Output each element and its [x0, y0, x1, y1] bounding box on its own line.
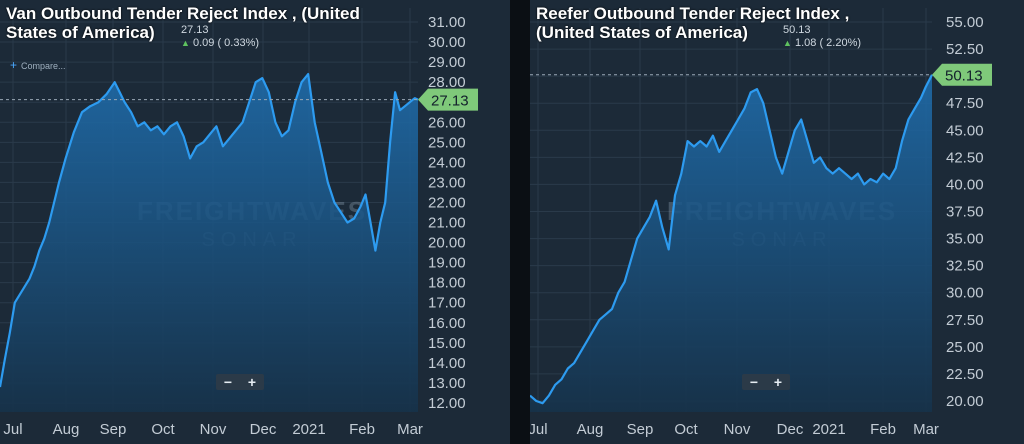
van-ytick-label: 30.00: [428, 34, 466, 51]
van-ytick-label: 21.00: [428, 215, 466, 232]
van-ytick-label: 19.00: [428, 255, 466, 272]
reefer-zoom-controls: − +: [742, 374, 790, 390]
reefer-ytick-label: 55.00: [946, 14, 984, 31]
reefer-last-value-label: 50.13: [945, 68, 983, 85]
reefer-chart-title-line-1: Reefer Outbound Tender Reject Index ,: [536, 4, 850, 23]
reefer-series-line: [530, 74, 933, 405]
reefer-series-area: [530, 74, 932, 412]
van-last-value-label: 27.13: [431, 93, 469, 110]
van-ytick-label: 28.00: [428, 74, 466, 91]
reefer-xtick-label: 2021: [812, 421, 845, 438]
van-ytick-label: 13.00: [428, 375, 466, 392]
reefer-ytick-label: 32.50: [946, 258, 984, 275]
reefer-ytick-label: 42.50: [946, 149, 984, 166]
van-ytick-label: 22.00: [428, 194, 466, 211]
van-chart-title-line-2: States of America): [6, 23, 155, 42]
van-ytick-label: 26.00: [428, 114, 466, 131]
van-xtick-label: Mar: [397, 421, 423, 438]
reefer-ytick-label: 45.00: [946, 122, 984, 139]
reefer-ytick-label: 20.00: [946, 393, 984, 410]
van-xtick-label: Feb: [349, 421, 375, 438]
up-arrow-icon: ▲: [783, 38, 792, 48]
reefer-ytick-label: 40.00: [946, 176, 984, 193]
van-ytick-label: 24.00: [428, 154, 466, 171]
reefer-last-value-tag: [932, 63, 992, 86]
reefer-chart-panel: FREIGHTWAVESSONAR55.0052.5050.0047.5045.…: [530, 0, 1024, 444]
van-xtick-label: Aug: [53, 421, 80, 438]
reefer-ytick-label: 27.50: [946, 312, 984, 329]
van-ytick-label: 31.00: [428, 14, 466, 31]
van-ytick-label: 29.00: [428, 54, 466, 71]
reefer-ytick-label: 22.50: [946, 366, 984, 383]
reefer-xtick-label: Aug: [577, 421, 604, 438]
van-ytick-label: 15.00: [428, 335, 466, 352]
reefer-chart-title-line-2: (United States of America): [536, 23, 748, 42]
van-xtick-label: Jul: [3, 421, 22, 438]
van-change-text: 0.09 ( 0.33%): [192, 37, 260, 49]
van-series-line: [0, 73, 419, 388]
van-xtick-label: 2021: [292, 421, 325, 438]
van-chart-title: Van Outbound Tender Reject Index , (Unit…: [6, 4, 360, 42]
reefer-ytick-label: 37.50: [946, 204, 984, 221]
van-last-value-tag: [418, 88, 478, 111]
van-xtick-label: Nov: [200, 421, 227, 438]
van-chart-title-line-1: Van Outbound Tender Reject Index , (Unit…: [6, 4, 360, 23]
reefer-xtick-label: Jul: [530, 421, 548, 438]
reefer-xtick-label: Sep: [627, 421, 654, 438]
reefer-xtick-label: Oct: [674, 421, 698, 438]
van-ytick-label: 14.00: [428, 355, 466, 372]
van-ytick-label: 12.00: [428, 395, 466, 412]
reefer-ytick-label: 52.50: [946, 41, 984, 58]
zoom-in-button[interactable]: +: [247, 374, 257, 390]
van-ytick-label: 17.00: [428, 295, 466, 312]
van-ytick-label: 23.00: [428, 174, 466, 191]
zoom-out-button[interactable]: −: [749, 374, 759, 390]
van-current-stat: 27.13 ▲ 0.09 ( 0.33%): [181, 24, 259, 50]
reefer-xtick-label: Nov: [724, 421, 751, 438]
plus-icon: +: [10, 58, 18, 72]
van-ytick-label: 18.00: [428, 275, 466, 292]
up-arrow-icon: ▲: [181, 38, 190, 48]
van-xtick-label: Sep: [100, 421, 127, 438]
reefer-xtick-label: Feb: [870, 421, 896, 438]
van-chart-panel: FREIGHTWAVESSONAR31.0030.0029.0028.0027.…: [0, 0, 510, 444]
reefer-chart-title: Reefer Outbound Tender Reject Index , (U…: [536, 4, 849, 42]
reefer-ytick-label: 35.00: [946, 231, 984, 248]
reefer-ytick-label: 25.00: [946, 339, 984, 356]
zoom-in-button[interactable]: +: [773, 374, 783, 390]
van-ytick-label: 16.00: [428, 315, 466, 332]
compare-label: Compare...: [21, 61, 66, 71]
zoom-out-button[interactable]: −: [223, 374, 233, 390]
reefer-xtick-label: Mar: [913, 421, 939, 438]
reefer-ytick-label: 47.50: [946, 95, 984, 112]
van-xtick-label: Oct: [151, 421, 175, 438]
van-chart-svg: FREIGHTWAVESSONAR31.0030.0029.0028.0027.…: [0, 8, 478, 438]
van-current-value: 27.13: [181, 24, 209, 36]
reefer-change-text: 1.08 ( 2.20%): [794, 37, 862, 49]
reefer-xtick-label: Dec: [777, 421, 804, 438]
van-ytick-label: 25.00: [428, 134, 466, 151]
reefer-current-value: 50.13: [783, 24, 811, 36]
compare-button[interactable]: + Compare...: [10, 58, 66, 72]
reefer-chart-svg: FREIGHTWAVESSONAR55.0052.5050.0047.5045.…: [530, 8, 992, 438]
van-ytick-label: 20.00: [428, 235, 466, 252]
panel-divider: [510, 0, 530, 444]
reefer-ytick-label: 30.00: [946, 285, 984, 302]
van-series-area: [0, 74, 418, 412]
reefer-current-stat: 50.13 ▲ 1.08 ( 2.20%): [783, 24, 861, 50]
van-xtick-label: Dec: [250, 421, 277, 438]
van-zoom-controls: − +: [216, 374, 264, 390]
